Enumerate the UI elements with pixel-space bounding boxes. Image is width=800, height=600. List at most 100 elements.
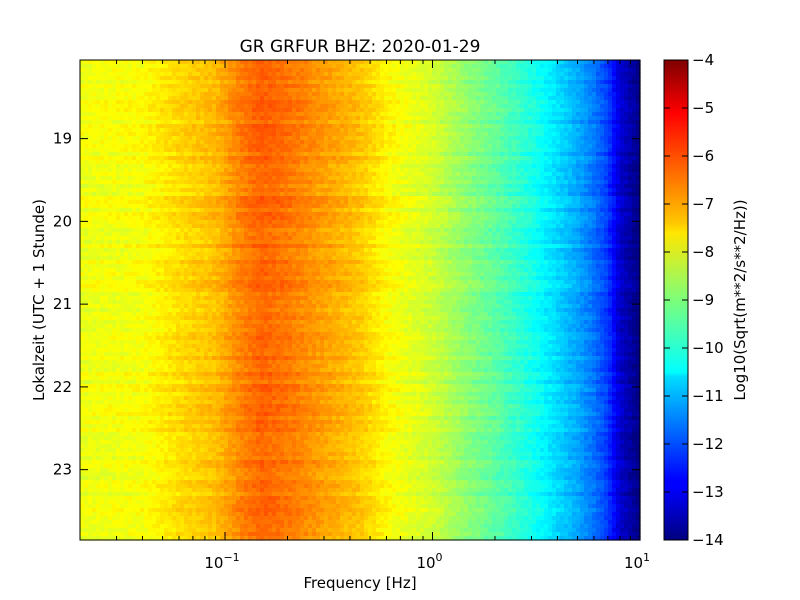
heatmap-cell bbox=[108, 80, 113, 85]
heatmap-cell bbox=[400, 144, 405, 149]
heatmap-cell bbox=[532, 196, 537, 201]
heatmap-cell bbox=[596, 140, 601, 145]
heatmap-cell bbox=[448, 132, 453, 137]
heatmap-cell bbox=[308, 192, 313, 197]
heatmap-cell bbox=[332, 72, 337, 77]
heatmap-cell bbox=[484, 120, 489, 125]
heatmap-cell bbox=[368, 120, 373, 125]
heatmap-cell bbox=[632, 116, 637, 121]
heatmap-cell bbox=[616, 92, 621, 97]
heatmap-cell bbox=[616, 72, 621, 77]
heatmap-cell bbox=[628, 84, 633, 89]
heatmap-cell bbox=[516, 180, 521, 185]
heatmap-cell bbox=[264, 84, 269, 89]
heatmap-cell bbox=[132, 96, 137, 101]
heatmap-cell bbox=[588, 160, 593, 165]
heatmap-cell bbox=[620, 196, 625, 201]
heatmap-cell bbox=[336, 116, 341, 121]
heatmap-cell bbox=[300, 92, 305, 97]
heatmap-cell bbox=[412, 196, 417, 201]
heatmap-cell bbox=[92, 192, 97, 197]
heatmap-cell bbox=[164, 156, 169, 161]
heatmap-cell bbox=[276, 192, 281, 197]
heatmap-cell bbox=[204, 132, 209, 137]
heatmap-cell bbox=[424, 84, 429, 89]
heatmap-cell bbox=[212, 172, 217, 177]
heatmap-cell bbox=[564, 196, 569, 201]
heatmap-cell bbox=[520, 128, 525, 133]
heatmap-cell bbox=[416, 196, 421, 201]
heatmap-cell bbox=[212, 80, 217, 85]
heatmap-cell bbox=[516, 160, 521, 165]
heatmap-cell bbox=[152, 168, 157, 173]
heatmap-cell bbox=[428, 76, 433, 81]
heatmap-cell bbox=[132, 120, 137, 125]
heatmap-cell bbox=[596, 120, 601, 125]
heatmap-cell bbox=[284, 80, 289, 85]
heatmap-cell bbox=[564, 180, 569, 185]
heatmap-cell bbox=[336, 152, 341, 157]
heatmap-cell bbox=[372, 144, 377, 149]
heatmap-cell bbox=[464, 68, 469, 73]
heatmap-cell bbox=[596, 172, 601, 177]
heatmap-cell bbox=[404, 80, 409, 85]
heatmap-cell bbox=[300, 96, 305, 101]
heatmap-cell bbox=[444, 172, 449, 177]
heatmap-cell bbox=[376, 164, 381, 169]
heatmap-cell bbox=[428, 60, 433, 65]
heatmap-cell bbox=[228, 120, 233, 125]
heatmap-cell bbox=[460, 136, 465, 141]
heatmap-cell bbox=[620, 92, 625, 97]
heatmap-cell bbox=[208, 192, 213, 197]
heatmap-cell bbox=[524, 184, 529, 189]
heatmap-cell bbox=[436, 148, 441, 153]
heatmap-cell bbox=[244, 72, 249, 77]
heatmap-cell bbox=[596, 132, 601, 137]
heatmap-cell bbox=[500, 176, 505, 181]
heatmap-cell bbox=[168, 76, 173, 81]
heatmap-cell bbox=[256, 168, 261, 173]
heatmap-cell bbox=[576, 112, 581, 117]
heatmap-cell bbox=[388, 108, 393, 113]
heatmap-cell bbox=[144, 60, 149, 65]
heatmap-cell bbox=[468, 80, 473, 85]
heatmap-cell bbox=[360, 196, 365, 201]
heatmap-cell bbox=[308, 124, 313, 129]
heatmap-cell bbox=[612, 84, 617, 89]
heatmap-cell bbox=[248, 200, 253, 205]
heatmap-cell bbox=[460, 192, 465, 197]
heatmap-cell bbox=[568, 132, 573, 137]
heatmap-cell bbox=[84, 80, 89, 85]
heatmap-cell bbox=[224, 172, 229, 177]
heatmap-cell bbox=[124, 172, 129, 177]
heatmap-cell bbox=[584, 96, 589, 101]
heatmap-cell bbox=[92, 84, 97, 89]
heatmap-cell bbox=[128, 152, 133, 157]
heatmap-cell bbox=[356, 84, 361, 89]
heatmap-cell bbox=[476, 156, 481, 161]
heatmap-cell bbox=[108, 132, 113, 137]
heatmap-cell bbox=[592, 108, 597, 113]
heatmap-cell bbox=[396, 176, 401, 181]
heatmap-cell bbox=[312, 64, 317, 69]
heatmap-cell bbox=[100, 80, 105, 85]
heatmap-cell bbox=[424, 112, 429, 117]
heatmap-cell bbox=[472, 180, 477, 185]
heatmap-cell bbox=[248, 64, 253, 69]
heatmap-cell bbox=[504, 176, 509, 181]
heatmap-cell bbox=[624, 152, 629, 157]
heatmap-cell bbox=[324, 132, 329, 137]
heatmap-cell bbox=[580, 84, 585, 89]
heatmap-cell bbox=[564, 100, 569, 105]
heatmap-cell bbox=[292, 60, 297, 65]
heatmap-cell bbox=[500, 160, 505, 165]
heatmap-cell bbox=[440, 124, 445, 129]
heatmap-cell bbox=[464, 128, 469, 133]
heatmap-cell bbox=[236, 76, 241, 81]
heatmap-cell bbox=[260, 200, 265, 205]
heatmap-cell bbox=[540, 192, 545, 197]
heatmap-cell bbox=[180, 168, 185, 173]
heatmap-cell bbox=[628, 68, 633, 73]
heatmap-cell bbox=[484, 92, 489, 97]
heatmap-cell bbox=[520, 148, 525, 153]
